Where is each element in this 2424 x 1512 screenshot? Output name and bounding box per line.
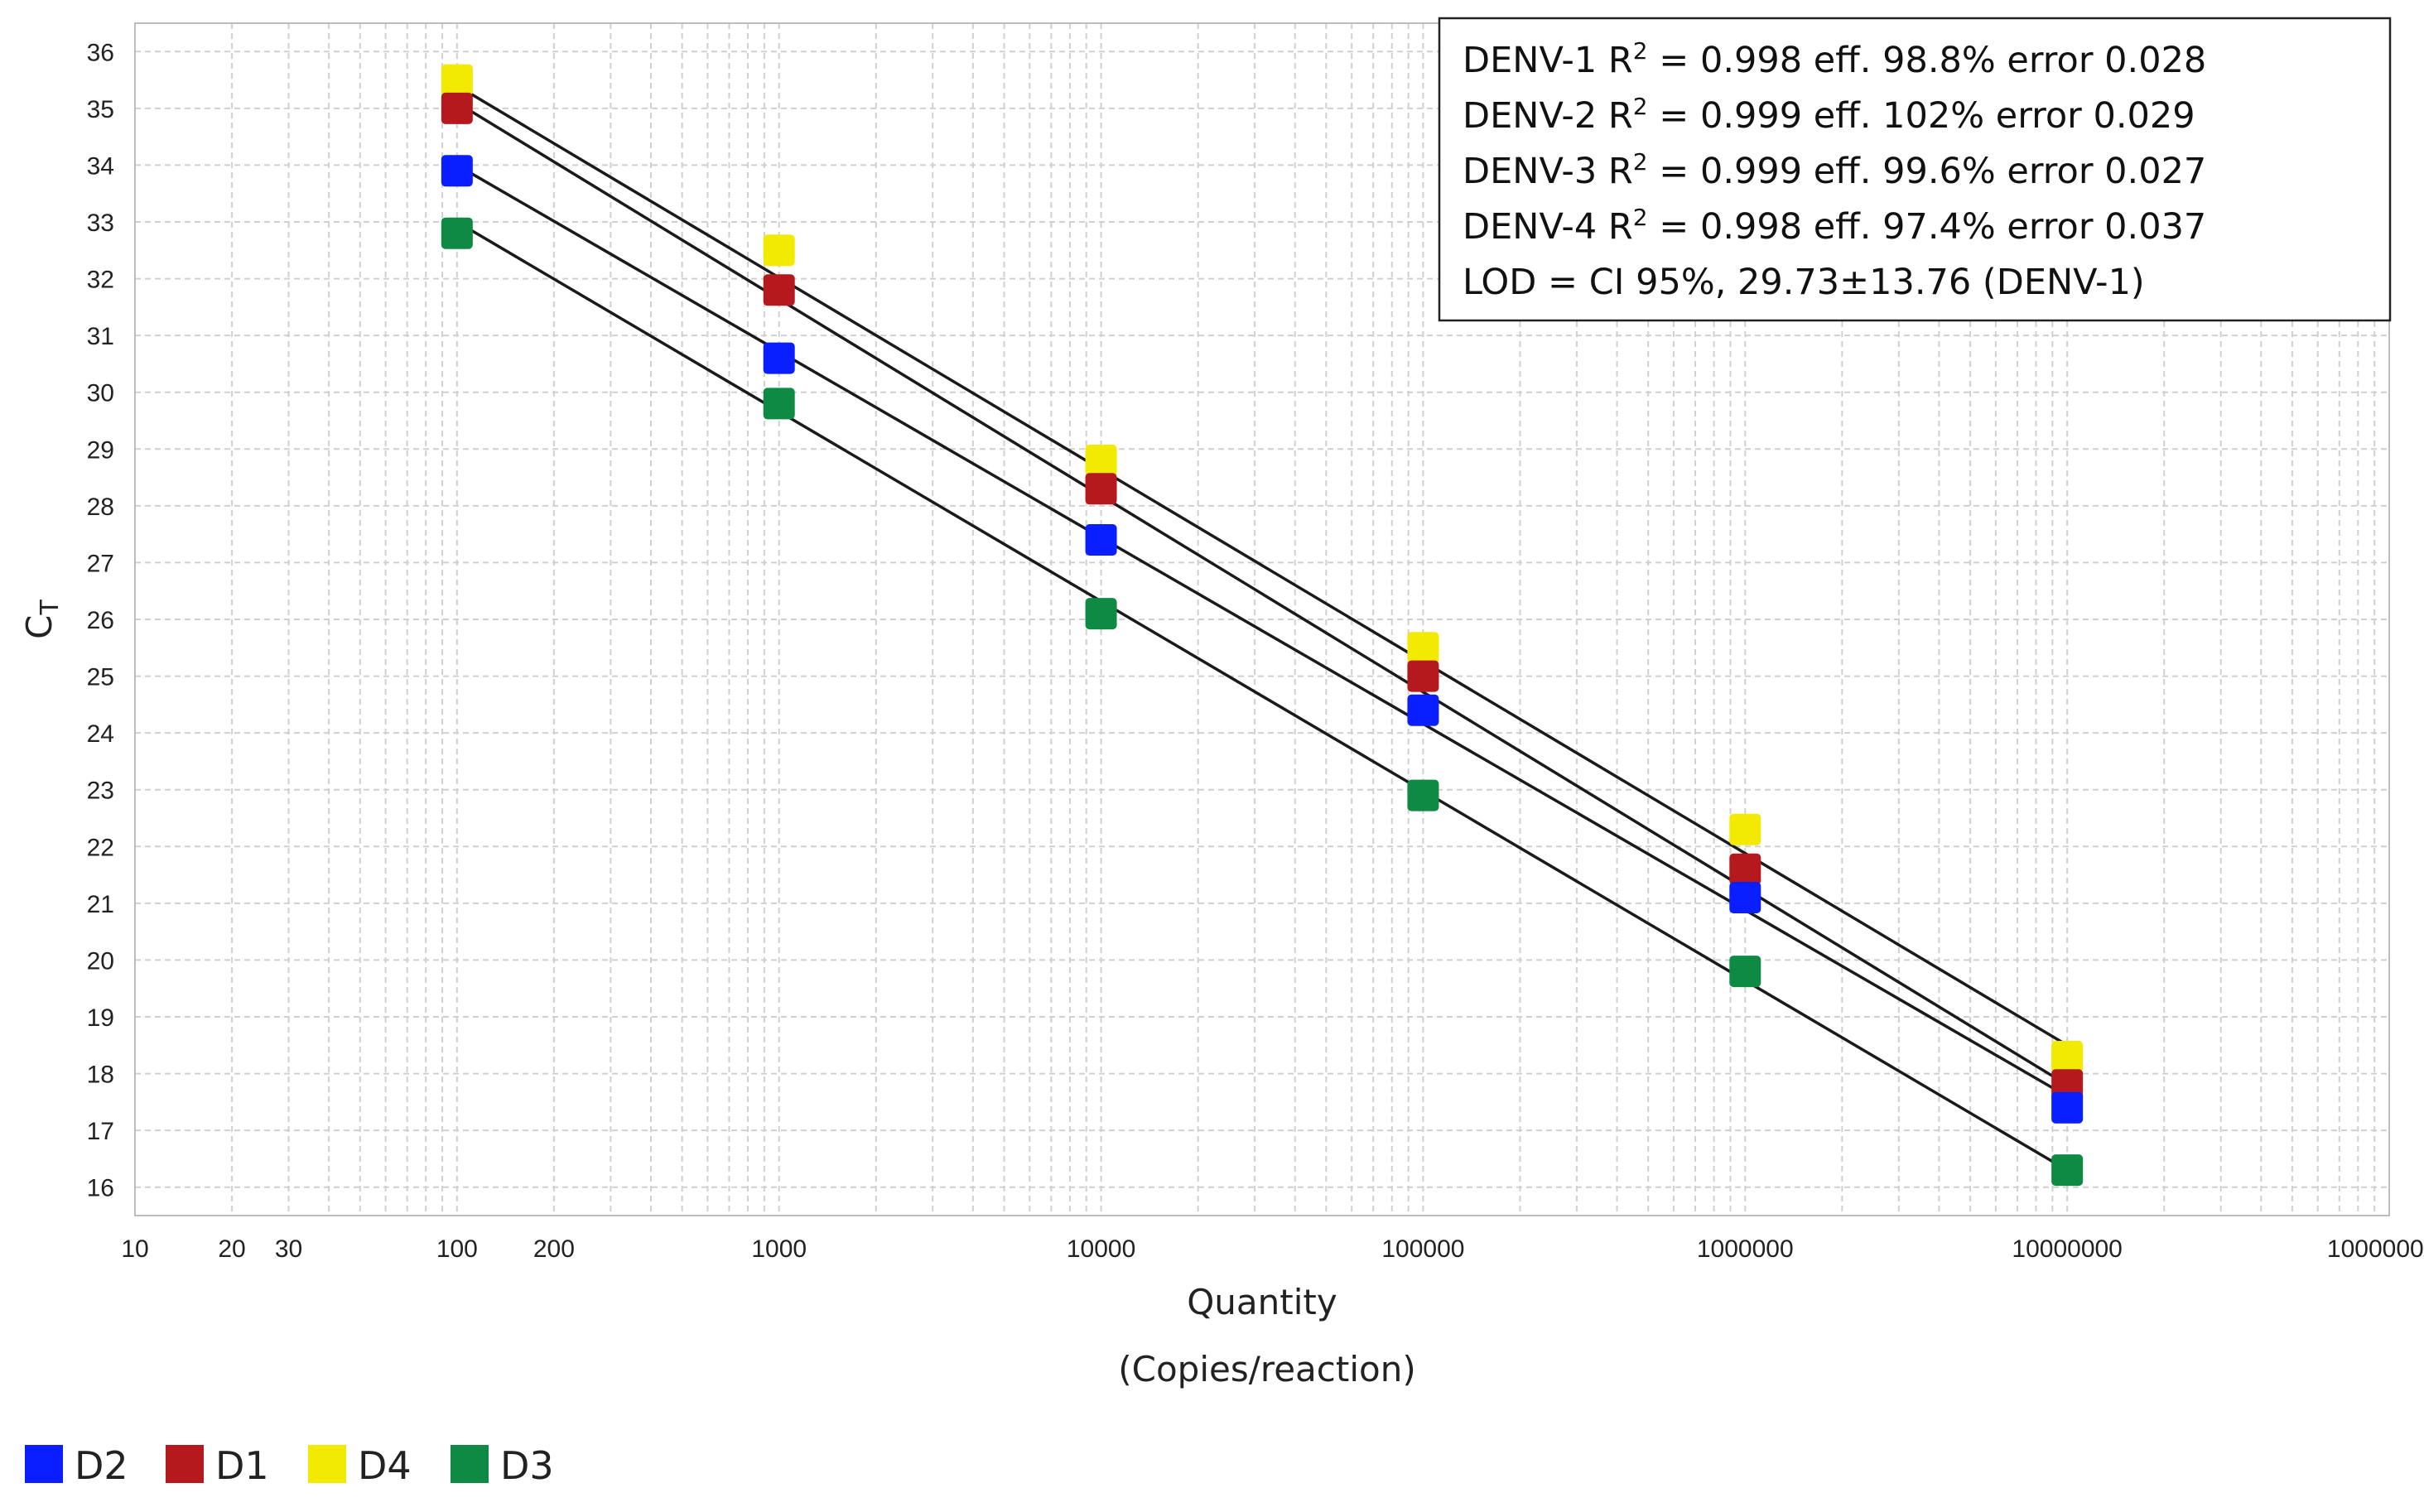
legend-label-d3: D3 bbox=[500, 1443, 554, 1488]
data-point-d2 bbox=[763, 342, 795, 374]
data-point-d3 bbox=[441, 217, 473, 249]
y-tick-label: 22 bbox=[87, 834, 114, 861]
data-point-d3 bbox=[1407, 779, 1439, 811]
legend-swatch-d3 bbox=[451, 1445, 489, 1483]
y-tick-label: 20 bbox=[87, 947, 114, 975]
y-axis-title-main: C bbox=[19, 615, 60, 639]
y-tick-label: 23 bbox=[87, 778, 114, 805]
data-point-d3 bbox=[1729, 956, 1761, 988]
fit-lines bbox=[455, 84, 2069, 1172]
legend-swatch-d2 bbox=[25, 1445, 63, 1483]
x-tick-label: 100000 bbox=[1381, 1235, 1464, 1263]
data-point-d4 bbox=[1407, 632, 1439, 664]
x-tick-label: 30 bbox=[275, 1235, 302, 1263]
x-axis-title: Quantity bbox=[1187, 1282, 1337, 1322]
y-tick-label: 29 bbox=[87, 436, 114, 464]
x-tick-label: 200 bbox=[533, 1235, 575, 1263]
legend-swatch-d4 bbox=[308, 1445, 346, 1483]
fit-line-d2 bbox=[455, 163, 2069, 1098]
y-tick-label: 16 bbox=[87, 1175, 114, 1202]
fit-statistics-line: LOD = CI 95%, 29.73±13.76 (DENV-1) bbox=[1463, 262, 2145, 303]
x-tick-label: 20 bbox=[218, 1235, 245, 1263]
x-tick-label: 100 bbox=[436, 1235, 478, 1263]
x-tick-label: 10000 bbox=[1067, 1235, 1135, 1263]
data-point-d4 bbox=[1729, 813, 1761, 845]
data-points bbox=[441, 64, 2084, 1187]
fit-statistics-frame bbox=[1438, 17, 2392, 322]
y-tick-label: 26 bbox=[87, 607, 114, 634]
data-point-d3 bbox=[763, 388, 795, 420]
data-point-d3 bbox=[1085, 598, 1117, 630]
data-point-d4 bbox=[441, 64, 473, 96]
legend: D2 D1 D4 D3 bbox=[25, 1443, 554, 1488]
fit-statistics-line: DENV-1 R2 = 0.998 eff. 98.8% error 0.028 bbox=[1463, 37, 2206, 81]
fit-statistics-line: DENV-2 R2 = 0.999 eff. 102% error 0.029 bbox=[1463, 93, 2195, 137]
y-tick-label: 33 bbox=[87, 209, 114, 237]
fit-statistics-line: DENV-3 R2 = 0.999 eff. 99.6% error 0.027 bbox=[1463, 148, 2206, 192]
x-tick-label: 1000000 bbox=[1697, 1235, 1794, 1263]
y-tick-label: 18 bbox=[87, 1062, 114, 1089]
data-point-d2 bbox=[1729, 882, 1761, 913]
legend-swatch-d1 bbox=[166, 1445, 204, 1483]
y-tick-label: 19 bbox=[87, 1004, 114, 1032]
y-tick-label: 24 bbox=[87, 720, 114, 748]
data-point-d1 bbox=[1407, 660, 1439, 692]
y-axis-ticks: 16 17 18 19 20 21 22 23 24 25 26 27 28 29 30 31 32 33 34 35… bbox=[87, 39, 114, 1201]
y-axis-title-sub: T bbox=[36, 600, 65, 616]
y-tick-label: 27 bbox=[87, 550, 114, 577]
y-tick-label: 25 bbox=[87, 664, 114, 691]
data-point-d2 bbox=[441, 155, 473, 187]
data-point-d3 bbox=[2051, 1154, 2084, 1187]
fit-statistics-line: DENV-4 R2 = 0.998 eff. 97.4% error 0.037 bbox=[1463, 204, 2206, 248]
data-point-d1 bbox=[763, 274, 795, 306]
y-tick-label: 32 bbox=[87, 267, 114, 294]
data-point-d1 bbox=[1729, 853, 1761, 885]
y-tick-label: 17 bbox=[87, 1118, 114, 1145]
fit-line-d1 bbox=[455, 101, 2069, 1086]
y-tick-label: 21 bbox=[87, 891, 114, 918]
data-point-d4 bbox=[1085, 445, 1117, 476]
y-axis-title: CT bbox=[19, 600, 65, 639]
data-point-d1 bbox=[1085, 473, 1117, 505]
legend-label-d2: D2 bbox=[75, 1443, 128, 1488]
y-tick-label: 28 bbox=[87, 494, 114, 521]
data-point-d4 bbox=[2051, 1041, 2084, 1072]
x-axis-ticks: 10 20 30 100 200 1000 10000 100000 1000000 100000… bbox=[121, 1235, 2424, 1263]
data-point-d1 bbox=[441, 92, 473, 124]
fit-statistics-box: DENV-1 R2 = 0.998 eff. 98.8% error 0.028… bbox=[1438, 17, 2392, 322]
y-tick-label: 36 bbox=[87, 39, 114, 66]
fit-line-d3 bbox=[455, 220, 2069, 1172]
data-point-d2 bbox=[2051, 1091, 2084, 1124]
x-tick-label: 100000000 bbox=[2327, 1235, 2424, 1263]
plot-area bbox=[134, 22, 2390, 1216]
data-point-d4 bbox=[763, 234, 795, 267]
data-point-d2 bbox=[1407, 694, 1439, 726]
x-tick-label: 10000000 bbox=[2012, 1235, 2122, 1263]
legend-label-d1: D1 bbox=[215, 1443, 269, 1488]
y-tick-label: 34 bbox=[87, 152, 114, 180]
x-tick-label: 10 bbox=[121, 1235, 148, 1263]
x-tick-label: 1000 bbox=[751, 1235, 807, 1263]
legend-label-d4: D4 bbox=[358, 1443, 412, 1488]
y-tick-label: 31 bbox=[87, 323, 114, 350]
fit-line-d4 bbox=[455, 84, 2069, 1047]
y-tick-label: 35 bbox=[87, 96, 114, 123]
y-tick-label: 30 bbox=[87, 380, 114, 407]
data-point-d2 bbox=[1085, 524, 1117, 556]
x-axis-subtitle: (Copies/reaction) bbox=[1118, 1349, 1415, 1389]
